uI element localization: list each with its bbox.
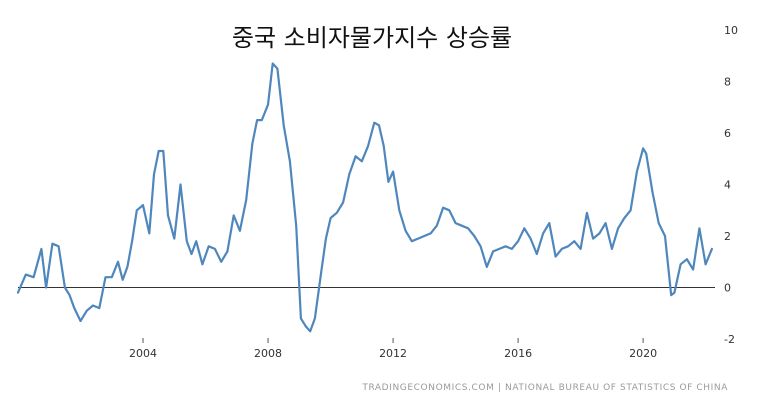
x-axis-ticks: 2004 2008 2012 2016 2020 [129,338,657,360]
source-note: TRADINGECONOMICS.COM | NATIONAL BUREAU O… [361,383,728,393]
x-tick-label: 2008 [254,347,282,360]
y-tick-label: -2 [724,333,735,346]
y-tick-label: 2 [724,230,731,243]
x-tick-label: 2020 [629,347,657,360]
x-tick-label: 2004 [129,347,157,360]
y-tick-label: 8 [724,76,731,89]
y-tick-label: 4 [724,179,731,192]
chart-title: 중국 소비자물가지수 상승률 [232,24,512,52]
x-tick-label: 2016 [504,347,532,360]
y-tick-label: 0 [724,282,731,295]
series-layer [16,62,713,333]
y-tick-label: 6 [724,127,731,140]
x-tick-label: 2012 [379,347,407,360]
y-axis-ticks: -2 0 2 4 6 8 10 [724,24,738,346]
y-tick-label: 10 [724,24,738,37]
series-line-0 [16,62,713,333]
